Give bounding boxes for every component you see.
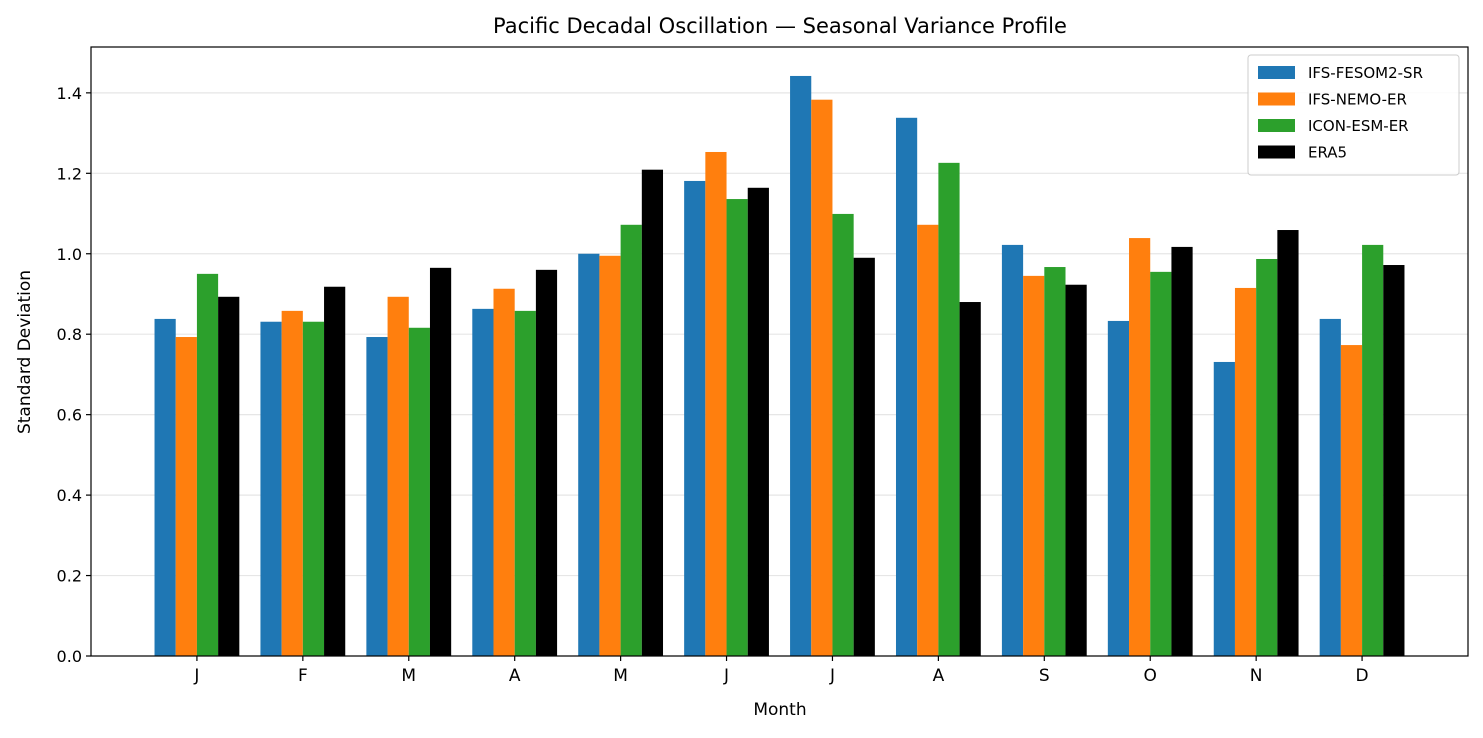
x-tick-label: S: [1039, 666, 1050, 686]
bar-ifs-fesom2-sr-1: [260, 321, 282, 656]
bar-ifs-fesom2-sr-0: [154, 318, 176, 656]
bar-ifs-nemo-er-6: [811, 99, 833, 656]
bar-ifs-nemo-er-1: [281, 310, 303, 656]
legend: IFS-FESOM2-SR IFS-NEMO-ER ICON-ESM-ER ERA5: [1247, 54, 1460, 176]
bar-era5-1: [324, 286, 346, 656]
y-tick-label: 0.4: [57, 486, 82, 505]
x-tick-label: J: [829, 666, 835, 686]
bar-ifs-fesom2-sr-9: [1107, 320, 1130, 656]
bar-era5-0: [218, 296, 240, 656]
bar-ifs-nemo-er-3: [493, 288, 515, 656]
x-tick-label: M: [613, 666, 628, 686]
y-axis-label: Standard Deviation: [15, 270, 35, 434]
bar-icon-esm-er-0: [196, 273, 219, 656]
bar-ifs-nemo-er-4: [599, 255, 621, 657]
bar-icon-esm-er-8: [1044, 267, 1066, 656]
x-tick-label: M: [401, 666, 416, 686]
bar-era5-11: [1383, 265, 1405, 656]
bar-era5-9: [1171, 246, 1193, 656]
bar-ifs-nemo-er-2: [387, 296, 409, 656]
legend-swatch: [1258, 92, 1295, 106]
bar-ifs-fesom2-sr-3: [472, 308, 494, 656]
bar-era5-3: [535, 269, 558, 656]
bar-icon-esm-er-9: [1150, 271, 1172, 656]
bar-icon-esm-er-5: [726, 199, 748, 656]
bar-icon-esm-er-4: [620, 224, 642, 656]
bar-ifs-fesom2-sr-5: [684, 180, 706, 656]
bar-era5-2: [429, 267, 452, 656]
bar-icon-esm-er-10: [1256, 258, 1278, 656]
legend-frame: [1247, 54, 1460, 176]
x-axis-label: Month: [753, 700, 806, 720]
bar-ifs-fesom2-sr-10: [1213, 361, 1235, 656]
bar-ifs-nemo-er-8: [1023, 275, 1045, 656]
y-tick-label: 1.0: [57, 245, 82, 264]
bar-era5-7: [959, 302, 981, 656]
legend-label: IFS-FESOM2-SR: [1308, 64, 1423, 82]
bar-icon-esm-er-7: [938, 162, 960, 657]
y-tick-label: 0.8: [57, 325, 82, 344]
bars: [154, 75, 1405, 657]
y-axis-ticks: 0.0 0.2 0.4 0.6 0.8 1.0 1.2 1.4: [57, 84, 91, 666]
bar-ifs-nemo-er-10: [1234, 287, 1257, 656]
y-tick-label: 1.2: [57, 164, 82, 183]
legend-label: ICON-ESM-ER: [1308, 117, 1409, 135]
x-tick-label: A: [509, 666, 521, 686]
chart-title: Pacific Decadal Oscillation — Seasonal V…: [493, 14, 1067, 38]
y-tick-label: 1.4: [57, 84, 82, 103]
bar-ifs-nemo-er-7: [917, 224, 939, 656]
bar-icon-esm-er-2: [408, 327, 430, 656]
y-tick-label: 0.2: [57, 567, 82, 586]
x-tick-label: D: [1356, 666, 1369, 686]
x-tick-label: A: [933, 666, 945, 686]
x-tick-label: J: [723, 666, 729, 686]
x-tick-label: F: [298, 666, 308, 686]
bar-ifs-fesom2-sr-11: [1319, 318, 1341, 656]
bar-era5-5: [747, 187, 769, 656]
bar-icon-esm-er-6: [832, 213, 854, 657]
bar-ifs-fesom2-sr-8: [1001, 244, 1024, 656]
x-tick-label: J: [193, 666, 199, 686]
x-tick-label: O: [1144, 666, 1157, 686]
bar-ifs-nemo-er-9: [1129, 238, 1151, 656]
legend-swatch: [1258, 145, 1295, 159]
legend-label: ERA5: [1308, 144, 1347, 162]
bar-ifs-fesom2-sr-6: [790, 75, 812, 657]
y-tick-label: 0.0: [57, 647, 82, 666]
bar-ifs-nemo-er-11: [1340, 345, 1363, 656]
bar-ifs-fesom2-sr-2: [366, 337, 388, 656]
bar-era5-4: [641, 169, 664, 656]
x-tick-label: N: [1250, 666, 1263, 686]
bar-ifs-fesom2-sr-4: [578, 253, 600, 657]
bar-icon-esm-er-3: [514, 310, 536, 656]
legend-swatch: [1258, 119, 1295, 132]
bar-icon-esm-er-1: [302, 321, 325, 656]
plot-frame: [90, 46, 1469, 657]
bar-era5-8: [1065, 284, 1087, 656]
y-tick-label: 0.6: [57, 406, 82, 425]
legend-label: IFS-NEMO-ER: [1308, 91, 1407, 109]
bar-ifs-fesom2-sr-7: [895, 117, 918, 657]
legend-swatch: [1258, 66, 1295, 79]
bar-ifs-nemo-er-0: [175, 337, 197, 656]
bar-ifs-nemo-er-5: [705, 151, 727, 656]
bar-icon-esm-er-11: [1362, 244, 1384, 656]
bar-era5-6: [853, 257, 875, 656]
bar-era5-10: [1277, 230, 1299, 656]
